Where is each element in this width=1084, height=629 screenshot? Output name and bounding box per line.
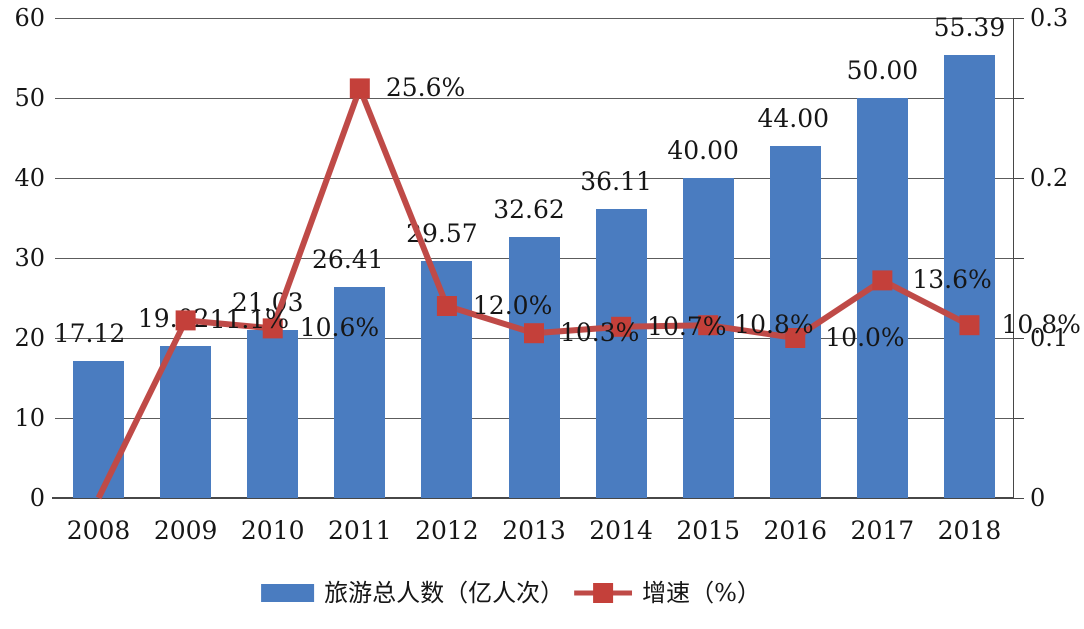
data-point-marker <box>524 323 544 344</box>
bar <box>856 98 908 498</box>
bar <box>595 209 647 498</box>
bar-value-label: 40.00 <box>667 136 739 165</box>
y-axis-label-right: 0.3 <box>1030 4 1069 32</box>
legend: 旅游总人数（亿人次） 增速（%） <box>261 580 761 606</box>
bar <box>769 146 821 498</box>
data-point-marker <box>611 316 632 337</box>
legend-line-label: 增速（%） <box>642 579 761 607</box>
x-axis-label: 2011 <box>328 516 392 545</box>
gridline <box>55 177 1013 179</box>
growth-value-label: 11.1% <box>209 305 290 335</box>
bar <box>73 361 125 498</box>
bar-value-label: 32.62 <box>493 195 565 225</box>
y-axis-label-left: 40 <box>14 164 45 192</box>
growth-value-label: 13.6% <box>912 265 992 295</box>
x-axis-line <box>52 497 1013 499</box>
data-point-marker <box>959 315 980 336</box>
bar <box>943 54 995 498</box>
growth-value-label: 10.7% <box>647 311 727 341</box>
y-axis-label-left: 10 <box>14 404 45 432</box>
data-point-marker <box>349 78 370 99</box>
y-axis-label-left: 20 <box>14 324 45 352</box>
x-axis-label: 2009 <box>153 516 218 545</box>
bar <box>160 345 212 498</box>
legend-bar-swatch-icon <box>261 584 315 602</box>
data-point-marker <box>262 318 283 339</box>
growth-value-label: 10.3% <box>560 318 640 348</box>
x-axis-label: 2010 <box>240 516 305 545</box>
bar <box>682 178 734 498</box>
bar <box>508 237 560 498</box>
growth-value-label: 10.0% <box>825 323 905 352</box>
data-point-marker <box>175 310 196 331</box>
bar-value-label: 50.00 <box>846 56 919 85</box>
right-axis-tick <box>1013 417 1024 419</box>
legend-bar-label: 旅游总人数（亿人次） <box>324 579 565 607</box>
x-axis-label: 2014 <box>589 516 653 545</box>
gridline <box>55 97 1013 99</box>
bar-value-label: 21.03 <box>231 287 304 317</box>
x-axis-label: 2017 <box>850 516 915 545</box>
y-axis-label-left: 30 <box>14 244 45 272</box>
right-axis-tick <box>1013 257 1024 259</box>
growth-value-label: 25.6% <box>385 73 466 103</box>
y-axis-label-right: 0.2 <box>1030 164 1069 192</box>
right-axis-tick <box>1013 337 1024 339</box>
x-axis-label: 2013 <box>502 516 566 545</box>
x-axis-label: 2015 <box>676 516 740 545</box>
bar-value-label: 36.11 <box>580 167 652 197</box>
right-axis-tick <box>1013 17 1024 19</box>
data-point-marker <box>872 270 893 291</box>
legend-line-marker-square <box>593 583 614 603</box>
right-axis-tick <box>1013 97 1024 99</box>
y-axis-label-left: 0 <box>29 484 45 512</box>
bar-value-label: 26.41 <box>312 244 384 274</box>
bar <box>247 329 299 498</box>
growth-value-label: 10.8% <box>734 310 814 340</box>
growth-value-label: 10.6% <box>299 313 380 343</box>
y-axis-label-right: 0.1 <box>1030 324 1069 352</box>
x-axis-label: 2018 <box>937 516 1002 545</box>
bar-value-label: 19.02 <box>137 303 210 333</box>
bar-value-label: 55.39 <box>933 12 1006 42</box>
gridline <box>55 17 1013 19</box>
bar <box>334 286 386 498</box>
growth-value-label: 12.0% <box>472 291 553 320</box>
y-axis-label-left: 60 <box>14 4 45 32</box>
right-axis-tick <box>1013 497 1024 499</box>
legend-line-marker-icon <box>574 583 633 603</box>
x-axis-label: 2016 <box>763 516 828 545</box>
right-axis-tick <box>1013 177 1024 179</box>
growth-line-layer <box>95 78 980 500</box>
y-axis-label-left: 50 <box>14 84 45 112</box>
bar-value-label: 44.00 <box>757 104 830 133</box>
x-axis-label: 2012 <box>415 516 479 545</box>
growth-value-label: 10.8% <box>1001 310 1081 340</box>
data-point-marker <box>785 328 806 348</box>
x-axis-label: 2008 <box>66 516 131 545</box>
data-point-marker <box>436 296 457 316</box>
data-point-marker <box>698 315 719 336</box>
y-axis-label-right: 0 <box>1030 484 1046 512</box>
bar-value-label: 17.12 <box>53 319 126 349</box>
